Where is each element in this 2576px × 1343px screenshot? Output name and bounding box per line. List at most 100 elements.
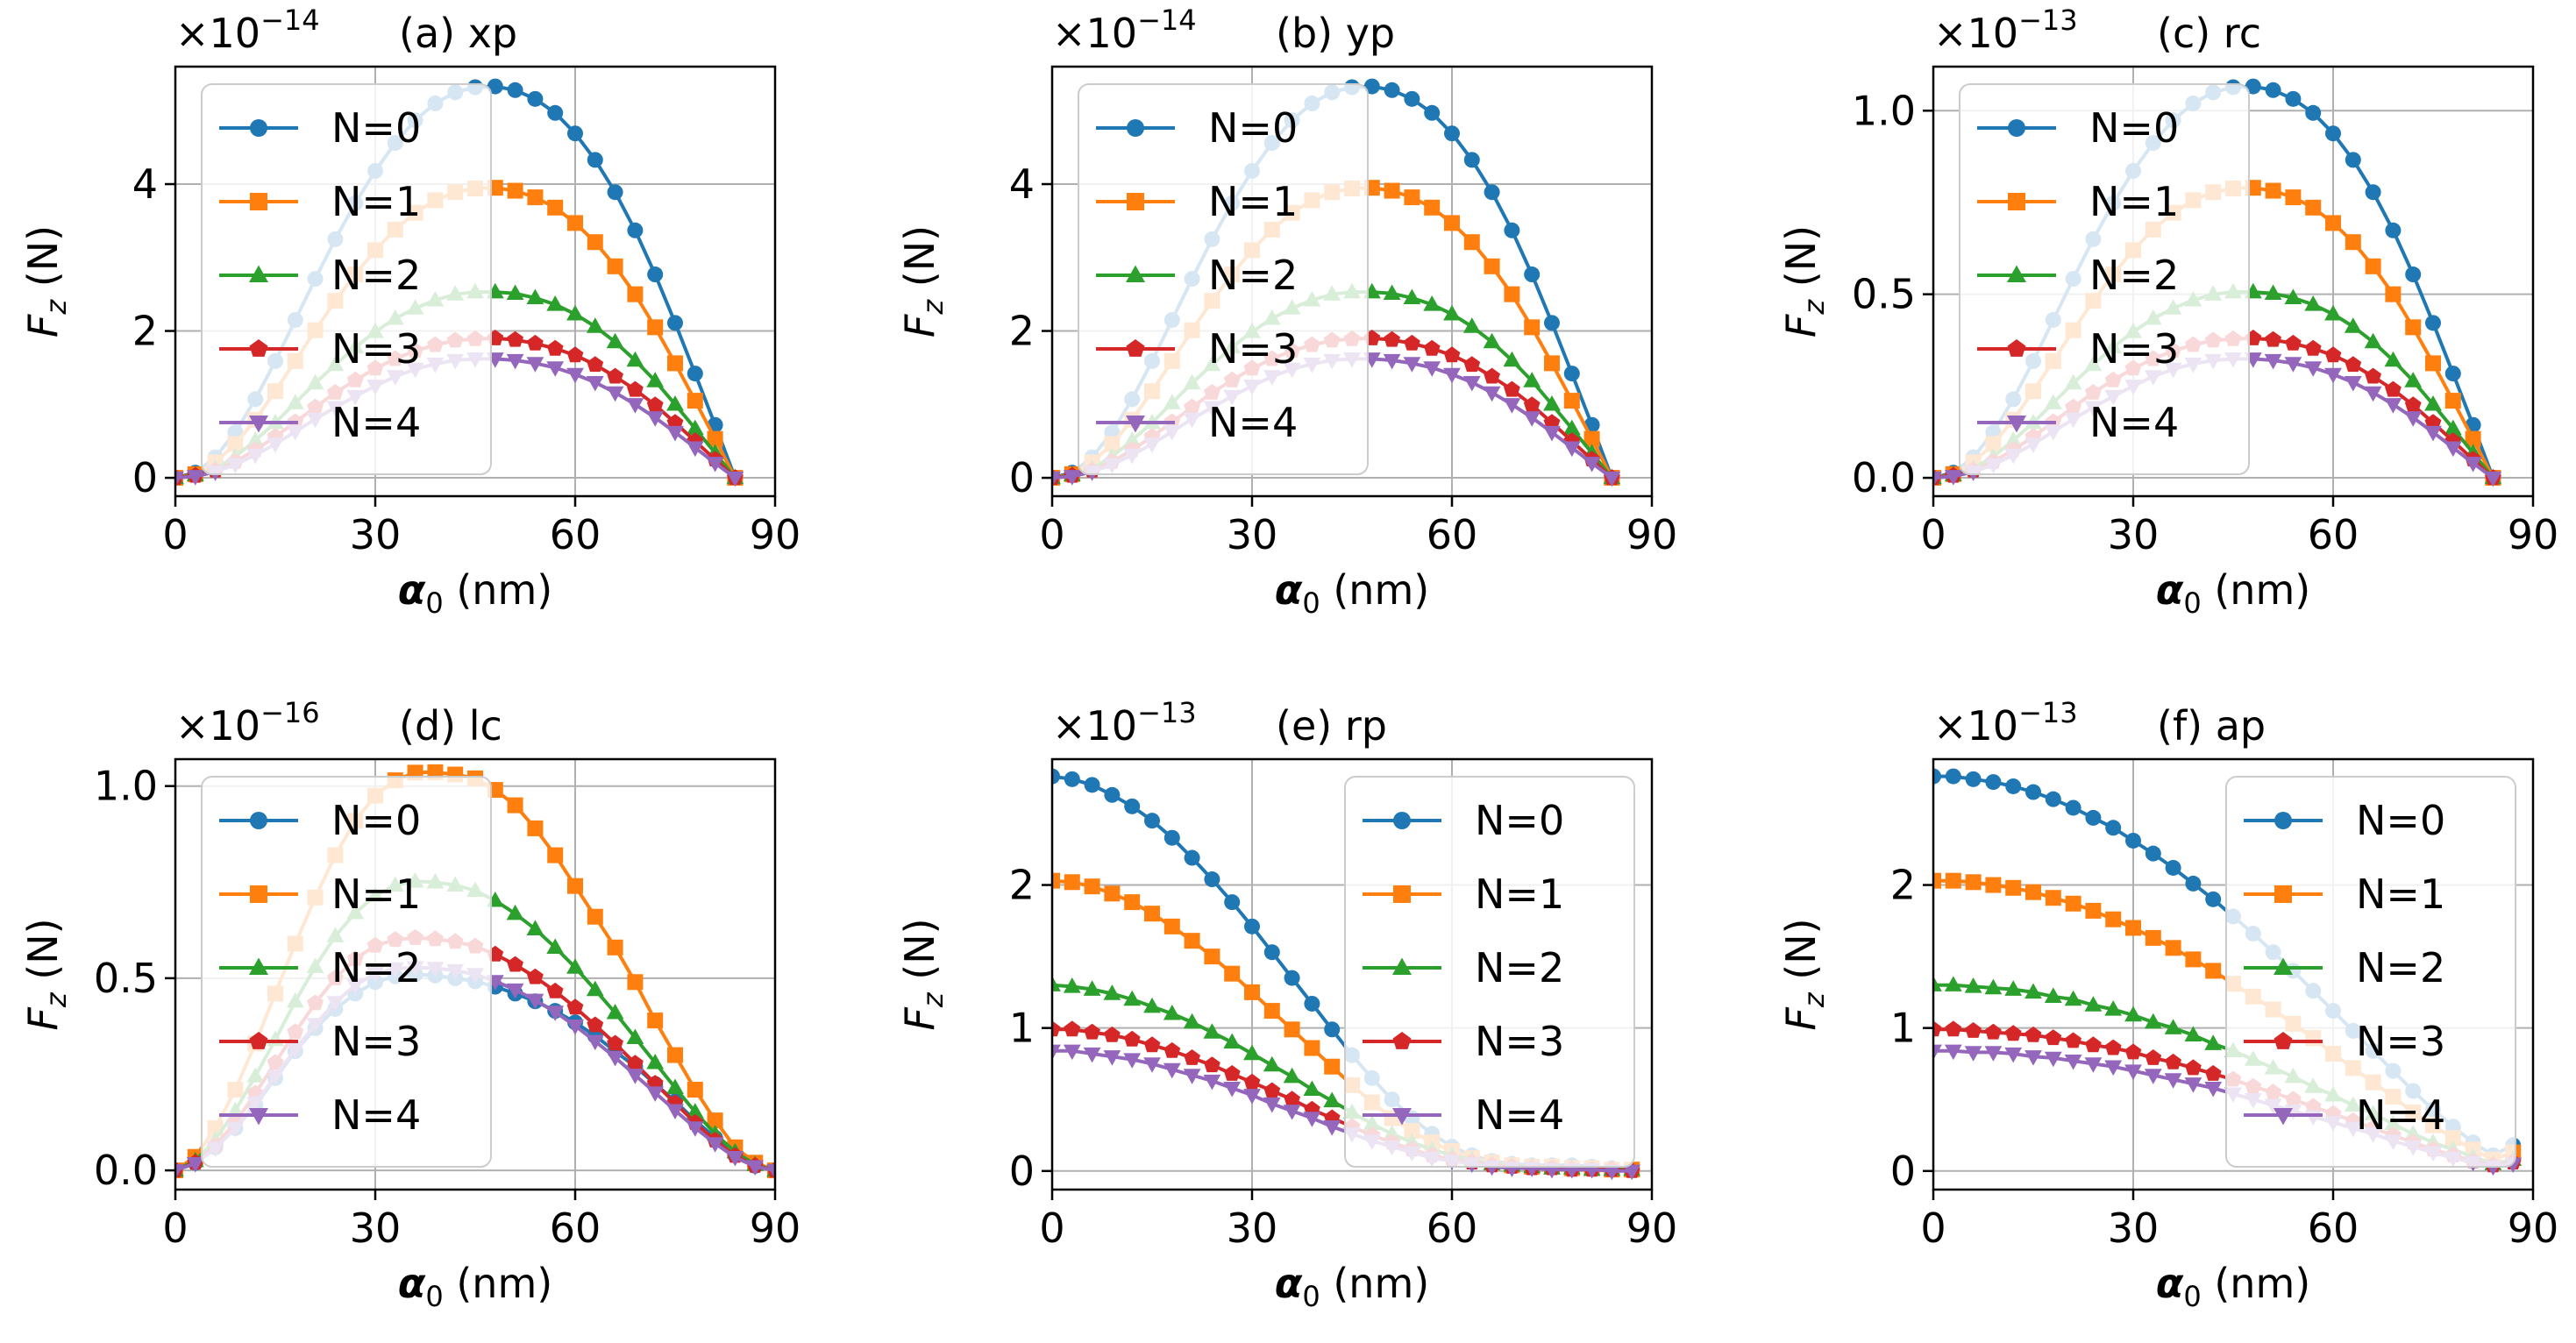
data-point xyxy=(2404,396,2422,413)
data-point xyxy=(1945,1020,1962,1037)
data-point xyxy=(2025,1026,2042,1042)
data-point xyxy=(1084,878,1100,895)
data-point xyxy=(1504,380,1520,397)
data-point xyxy=(2065,895,2081,912)
data-point xyxy=(1424,104,1441,121)
data-point xyxy=(526,920,544,935)
legend-marker xyxy=(2008,193,2025,210)
y-tick-label: 1.0 xyxy=(94,763,158,810)
data-point xyxy=(2385,286,2402,302)
data-point xyxy=(1052,768,1060,785)
data-point xyxy=(1143,1036,1161,1053)
data-point xyxy=(1143,1057,1161,1073)
data-point xyxy=(646,396,664,413)
y-tick-label: 4 xyxy=(1009,160,1035,208)
y-axis-label: Fz (N) xyxy=(896,225,950,338)
data-point xyxy=(2384,398,2402,414)
data-point xyxy=(2264,353,2282,370)
x-tick-label: 0 xyxy=(1920,1204,1946,1252)
x-tick-label: 0 xyxy=(162,511,188,558)
data-point xyxy=(686,1121,704,1137)
y-tick-label: 1 xyxy=(1890,1005,1916,1052)
legend-label: N=1 xyxy=(1475,870,1564,918)
data-point xyxy=(1063,470,1081,486)
legend-marker xyxy=(2274,957,2293,975)
legend-label: N=3 xyxy=(331,1018,421,1065)
legend: N=0 N=1 N=2 N=3 N=4 xyxy=(1078,83,1369,475)
panel-title: (a) xp xyxy=(399,10,517,57)
data-point xyxy=(2324,367,2342,384)
data-point xyxy=(2425,315,2441,331)
data-point xyxy=(1083,980,1101,996)
data-point xyxy=(566,958,584,974)
data-point xyxy=(706,457,724,473)
data-point xyxy=(1462,317,1481,333)
data-point xyxy=(2185,875,2202,892)
data-point xyxy=(666,1104,684,1120)
legend: N=0 N=1 N=2 N=3 N=4 xyxy=(1959,83,2250,475)
y-offset-text: ×10−13 xyxy=(1933,4,2078,57)
data-point xyxy=(1304,1040,1320,1056)
data-point xyxy=(2144,1013,2162,1029)
data-point xyxy=(647,319,664,336)
data-point xyxy=(547,104,564,121)
data-point xyxy=(2324,346,2342,363)
data-point xyxy=(2085,809,2102,826)
data-point xyxy=(586,980,604,997)
y-tick-label: 0 xyxy=(132,454,158,501)
data-point xyxy=(1263,1055,1281,1072)
data-point xyxy=(546,295,565,311)
data-point xyxy=(2205,963,2222,979)
data-point xyxy=(1483,332,1501,349)
data-point xyxy=(687,366,703,382)
data-point xyxy=(1524,266,1541,283)
data-point xyxy=(2004,980,2023,996)
legend-marker xyxy=(1392,1108,1412,1126)
data-point xyxy=(1544,355,1560,372)
x-tick-label: 60 xyxy=(1427,1204,1478,1252)
data-point xyxy=(1323,1120,1341,1136)
legend-marker xyxy=(1392,957,1412,975)
data-point xyxy=(2264,284,2282,301)
data-point xyxy=(2285,90,2302,107)
data-point xyxy=(2304,295,2323,311)
data-point xyxy=(2184,1026,2202,1042)
data-point xyxy=(2044,987,2062,1003)
data-point xyxy=(1063,1044,1081,1061)
legend-marker xyxy=(2008,119,2025,137)
data-point xyxy=(2405,319,2422,336)
data-point xyxy=(2085,1036,2102,1053)
legend-box xyxy=(201,83,492,475)
data-point xyxy=(1052,1020,1061,1037)
data-point xyxy=(1124,798,1141,814)
data-point xyxy=(1543,394,1561,411)
data-point xyxy=(726,1150,744,1167)
data-point xyxy=(527,90,544,107)
data-point xyxy=(2344,375,2362,392)
legend-label: N=2 xyxy=(2089,252,2179,299)
data-point xyxy=(527,334,544,351)
x-tick-label: 0 xyxy=(1039,1204,1064,1252)
data-point xyxy=(1204,1056,1220,1073)
legend-marker xyxy=(250,885,267,903)
data-point xyxy=(1243,1044,1261,1061)
legend-label: N=1 xyxy=(331,178,421,225)
data-point xyxy=(1404,189,1420,206)
data-point xyxy=(666,425,684,442)
legend: N=0 N=1 N=2 N=3 N=4 xyxy=(201,776,492,1168)
data-point xyxy=(1523,411,1541,427)
panel-title: (f) ap xyxy=(2157,702,2266,750)
data-point xyxy=(2404,411,2423,427)
data-point xyxy=(1945,768,1961,785)
data-point xyxy=(1123,990,1142,1006)
data-point xyxy=(2044,1051,2062,1068)
data-point xyxy=(2145,1049,2162,1065)
data-point xyxy=(1384,330,1400,347)
data-point xyxy=(2444,393,2461,409)
data-point xyxy=(1223,1033,1242,1049)
data-point xyxy=(546,361,565,377)
data-point xyxy=(646,1086,665,1102)
legend-label: N=0 xyxy=(2089,104,2179,152)
data-point xyxy=(1244,984,1260,1000)
data-point xyxy=(626,1028,644,1045)
